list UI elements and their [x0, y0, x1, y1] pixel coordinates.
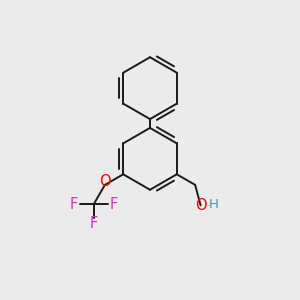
Text: F: F [90, 216, 98, 231]
Text: ·: · [207, 201, 211, 211]
Text: F: F [110, 196, 118, 211]
Text: O: O [99, 174, 111, 189]
Text: H: H [209, 198, 219, 211]
Text: O: O [195, 198, 206, 213]
Text: F: F [70, 196, 78, 211]
